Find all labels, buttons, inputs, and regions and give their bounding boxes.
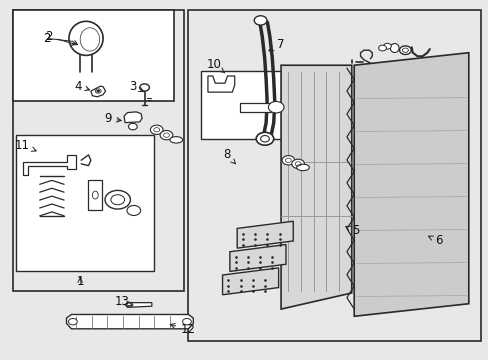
Text: 6: 6 (427, 234, 442, 247)
Text: 8: 8 (223, 148, 235, 164)
Bar (13, 10, 183, 291)
Text: 1: 1 (76, 275, 84, 288)
Circle shape (256, 132, 273, 145)
Text: 5: 5 (345, 224, 359, 238)
Circle shape (105, 190, 130, 209)
Circle shape (182, 319, 191, 325)
Circle shape (150, 125, 163, 134)
Circle shape (378, 45, 386, 51)
Polygon shape (66, 315, 193, 329)
Circle shape (127, 206, 141, 216)
Circle shape (291, 159, 304, 168)
Circle shape (399, 46, 410, 54)
Bar (16, 135, 154, 271)
Circle shape (254, 16, 266, 25)
Bar (13, 10, 173, 101)
Text: 12: 12 (170, 323, 196, 336)
Polygon shape (124, 112, 142, 123)
Text: 2: 2 (43, 32, 51, 45)
Bar (188, 10, 480, 341)
Circle shape (68, 319, 77, 325)
Polygon shape (281, 65, 351, 309)
Circle shape (160, 131, 172, 140)
Bar (88, 180, 102, 211)
Text: 3: 3 (129, 80, 143, 93)
Polygon shape (22, 155, 76, 175)
Circle shape (140, 84, 149, 91)
Circle shape (128, 123, 137, 130)
Text: 2: 2 (44, 30, 76, 45)
Ellipse shape (169, 136, 182, 143)
Polygon shape (91, 86, 105, 97)
Circle shape (97, 90, 100, 92)
Ellipse shape (296, 164, 309, 171)
Text: 13: 13 (115, 296, 133, 309)
Bar (200, 71, 295, 139)
Ellipse shape (69, 21, 103, 55)
Text: 10: 10 (206, 58, 224, 73)
Text: 11: 11 (15, 139, 36, 152)
Polygon shape (207, 76, 234, 92)
Text: 4: 4 (74, 80, 89, 93)
Polygon shape (125, 303, 152, 307)
Polygon shape (353, 53, 468, 316)
Circle shape (282, 156, 294, 165)
Polygon shape (239, 103, 271, 112)
Text: 9: 9 (104, 112, 121, 125)
Polygon shape (237, 221, 293, 248)
Polygon shape (229, 244, 285, 271)
Text: 7: 7 (268, 38, 284, 51)
Circle shape (268, 102, 284, 113)
Polygon shape (222, 268, 278, 295)
Circle shape (383, 43, 390, 49)
Ellipse shape (389, 44, 398, 53)
